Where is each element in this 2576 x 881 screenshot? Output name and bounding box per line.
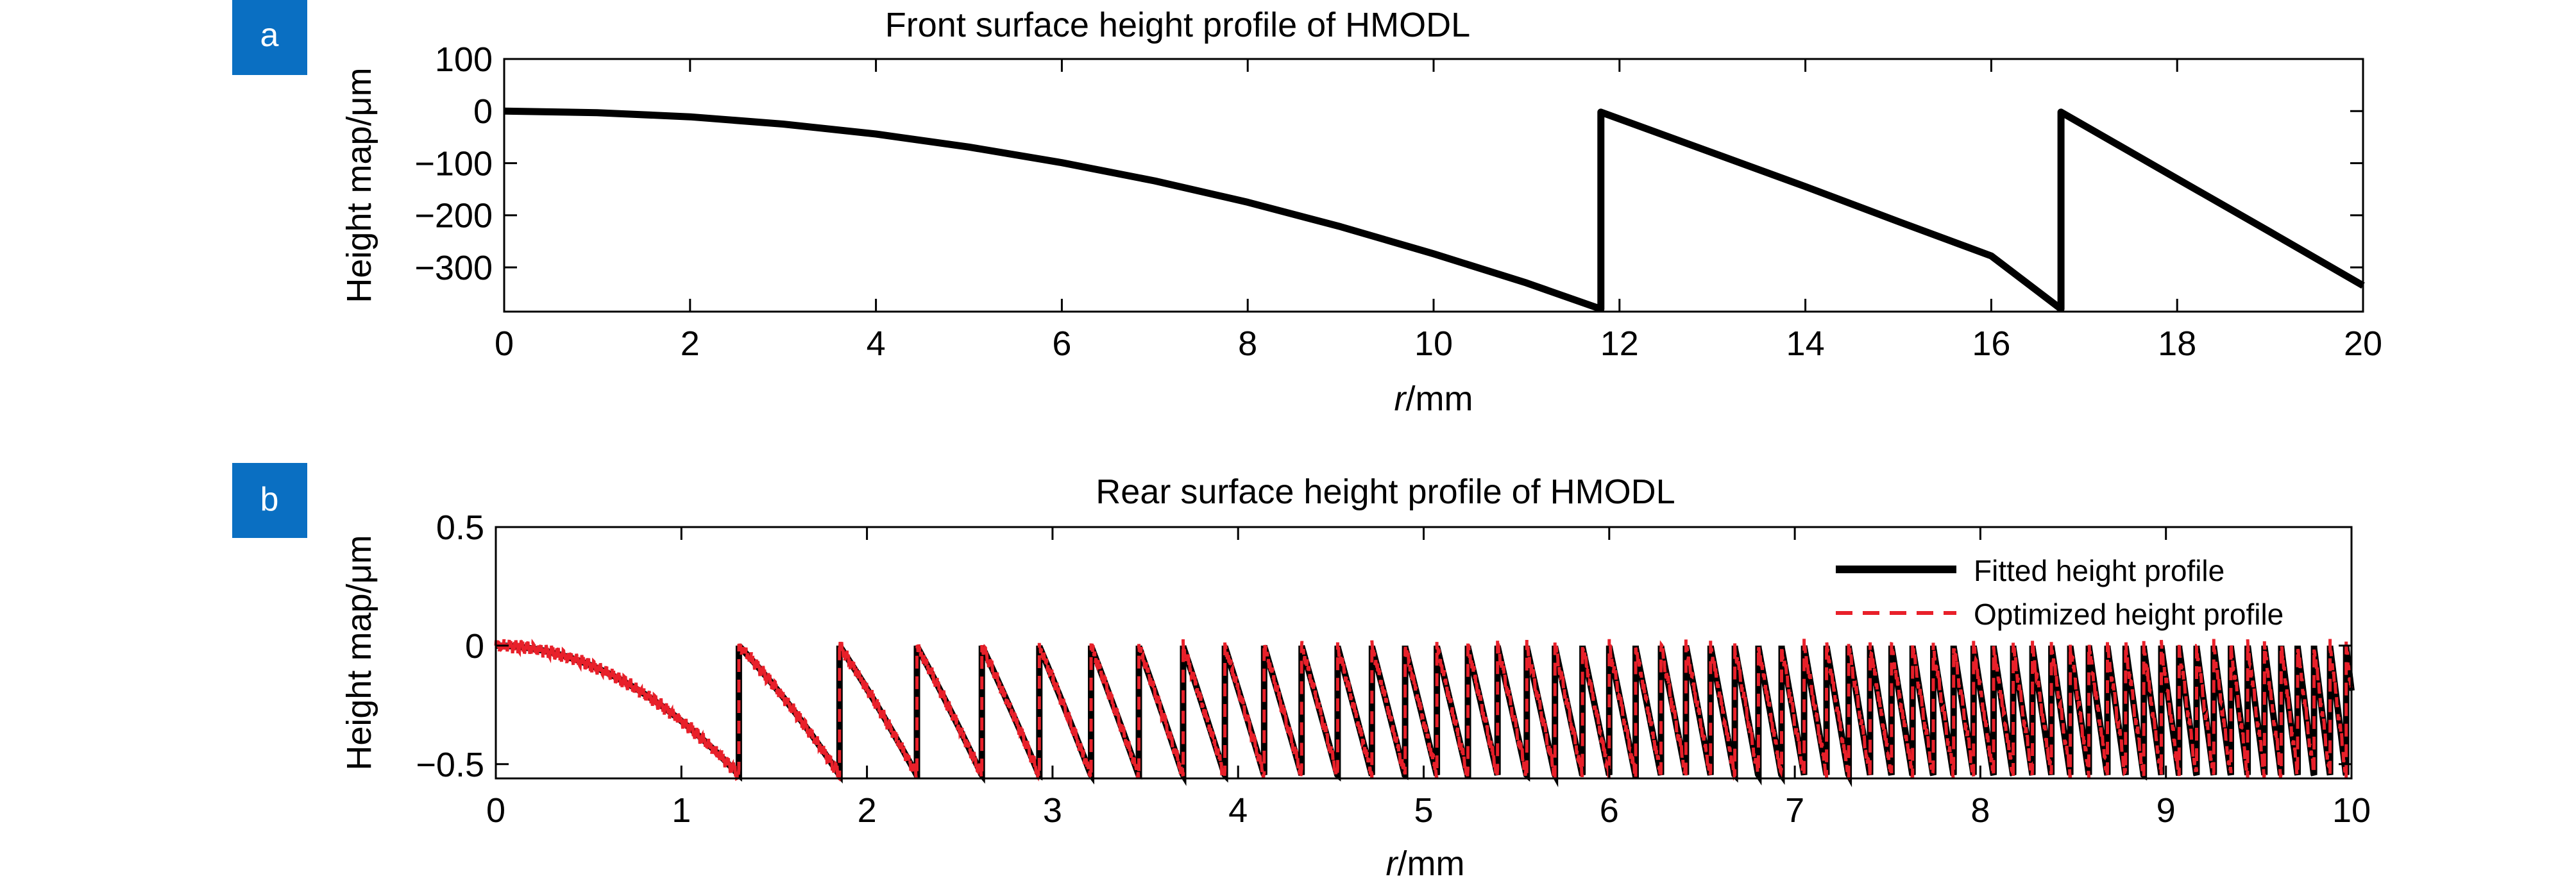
chart-a-title: Front surface height profile of HMODL bbox=[885, 6, 1470, 44]
chart-a-ytick-label: −300 bbox=[414, 249, 493, 287]
chart-a-xtick-label: 14 bbox=[1786, 324, 1825, 363]
legend-label-fitted: Fitted height profile bbox=[1974, 554, 2224, 587]
chart-b-xlabel-unit: /mm bbox=[1398, 844, 1465, 881]
chart-a-plot-frame bbox=[503, 58, 2364, 313]
chart-b-ticks: 0 1 2 3 4 5 6 7 8 9 100.50−0.5 bbox=[416, 508, 2371, 830]
chart-b-xtick-label: 0 bbox=[486, 791, 505, 830]
chart-a-xtick-label: 2 bbox=[681, 324, 700, 363]
chart-a-marks bbox=[504, 107, 2365, 313]
chart-a-xtick-label: 20 bbox=[2344, 324, 2382, 363]
chart-a-ytick-label: 100 bbox=[435, 40, 493, 79]
chart-b-xtick-label: 10 bbox=[2332, 791, 2371, 830]
chart-a-xtick-label: 12 bbox=[1600, 324, 1639, 363]
chart-a-ytick-label: −100 bbox=[414, 144, 493, 183]
chart-b-marks bbox=[494, 635, 2355, 787]
chart-b-xtick-label: 4 bbox=[1228, 791, 1248, 830]
chart-a-xtick-label: 18 bbox=[2158, 324, 2196, 363]
chart-b-xlabel: r/mm bbox=[1386, 844, 1465, 881]
chart-b-series-optimized bbox=[494, 635, 2353, 782]
panel-badge-b-label: b bbox=[260, 481, 279, 518]
chart-a-ticks: 0 2 4 6 8 10 12 14 16 18 20 100 0 −100 −200 −300 bbox=[414, 40, 2382, 363]
chart-a-xlabel-unit: /mm bbox=[1406, 380, 1473, 418]
chart-b-ylabel: Height map/μm bbox=[340, 535, 378, 770]
chart-b-xlabel-var: r bbox=[1386, 844, 1399, 881]
chart-b-xtick-label: 3 bbox=[1043, 791, 1062, 830]
chart-b-ytick-label: 0 bbox=[465, 627, 484, 666]
panel-badge-a-label: a bbox=[260, 17, 279, 54]
panel-badge-b: b bbox=[232, 463, 307, 538]
panel-badge-a: a bbox=[232, 0, 307, 75]
legend-label-optimized: Optimized height profile bbox=[1974, 598, 2284, 631]
chart-b-title: Rear surface height profile of HMODL bbox=[1096, 473, 1675, 511]
chart-b-xtick-label: 6 bbox=[1600, 791, 1619, 830]
chart-a-xtick-label: 8 bbox=[1238, 324, 1257, 363]
chart-a-xlabel-var: r bbox=[1394, 380, 1407, 418]
chart-a-xlabel: r/mm bbox=[1394, 380, 1473, 418]
chart-b-ytick-label: 0.5 bbox=[436, 508, 484, 547]
chart-a-xtick-label: 0 bbox=[495, 324, 514, 363]
chart-a-xtick-label: 16 bbox=[1972, 324, 2010, 363]
chart-a-ylabel: Height map/μm bbox=[340, 67, 378, 303]
chart-b-xtick-label: 5 bbox=[1414, 791, 1433, 830]
chart-a-xtick-label: 10 bbox=[1414, 324, 1453, 363]
chart-panel-b: Rear surface height profile of HMODL 0 1 2… bbox=[340, 473, 2371, 881]
chart-a-ytick-label: 0 bbox=[473, 92, 493, 131]
chart-b-xtick-label: 1 bbox=[672, 791, 691, 830]
chart-b-legend: Fitted height profile Optimized height p… bbox=[1836, 554, 2284, 631]
chart-a-ytick-label: −200 bbox=[414, 197, 493, 235]
chart-a-series-line bbox=[504, 107, 2365, 313]
chart-a-xtick-label: 6 bbox=[1052, 324, 1071, 363]
chart-b-xtick-label: 7 bbox=[1785, 791, 1804, 830]
chart-b-xtick-label: 2 bbox=[858, 791, 877, 830]
chart-b-xtick-label: 8 bbox=[1970, 791, 1990, 830]
chart-a-xtick-label: 4 bbox=[867, 324, 886, 363]
chart-panel-a: Front surface height profile of HMODL 0 2… bbox=[340, 6, 2382, 418]
chart-b-xtick-label: 9 bbox=[2157, 791, 2176, 830]
chart-b-ytick-label: −0.5 bbox=[416, 746, 484, 784]
